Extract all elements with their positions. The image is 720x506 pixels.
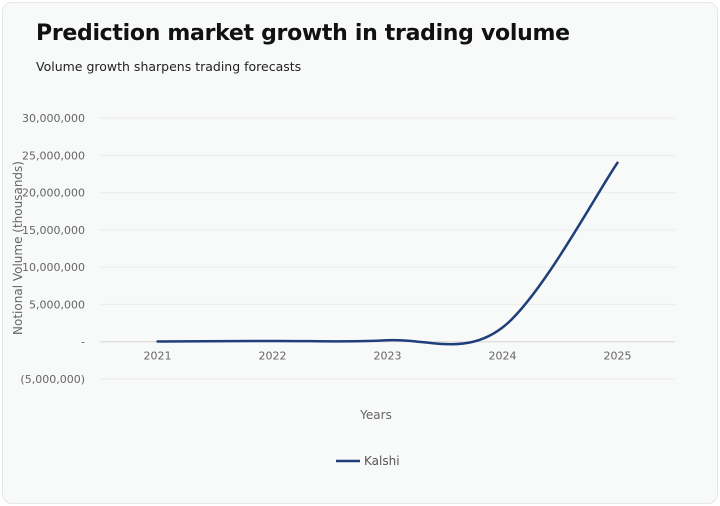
x-tick-label: 2023 [374,350,402,363]
chart-subtitle: Volume growth sharpens trading forecasts [36,59,302,74]
x-tick-label: 2021 [144,350,172,363]
series-line-kalshi [156,161,619,346]
y-tick-label: 5,000,000 [29,298,85,311]
x-tick-label: 2025 [604,350,632,363]
y-tick-label: 30,000,000 [22,112,85,125]
legend: Kalshi [336,454,400,468]
y-tick-label: 25,000,000 [22,149,85,162]
y-tick-label: 20,000,000 [22,187,85,200]
chart-title: Prediction market growth in trading volu… [36,21,570,46]
y-tick-label: 10,000,000 [22,261,85,274]
x-axis-title: Years [359,408,392,422]
legend-label-kalshi: Kalshi [364,454,400,468]
x-tick-label: 2024 [489,350,517,363]
x-tick-label: 2022 [259,350,287,363]
y-tick-label: - [81,336,85,349]
y-tick-label: 15,000,000 [22,224,85,237]
y-axis-title: Notional Volume (thousands) [11,161,25,335]
y-tick-label: (5,000,000) [20,373,85,386]
